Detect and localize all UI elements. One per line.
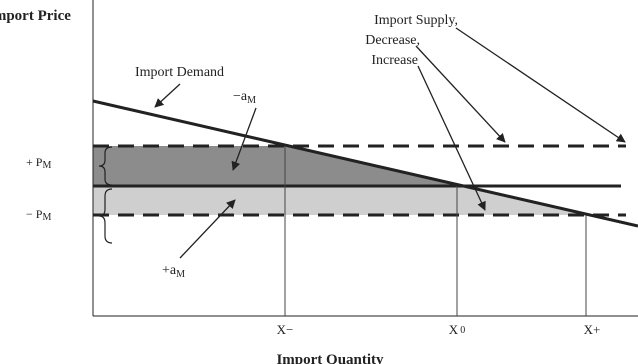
demand-label: Import Demand <box>135 65 224 80</box>
arrow <box>179 199 236 259</box>
sub: M <box>42 160 51 171</box>
base: X <box>449 322 459 337</box>
plus-a-label: +aM <box>162 263 185 280</box>
x-plus-label: X+ <box>584 322 601 337</box>
base: −a <box>233 89 248 104</box>
loss-area <box>93 146 464 186</box>
brace <box>98 188 113 244</box>
x-minus-label: X− <box>277 322 294 337</box>
supply-label: Decrease, <box>365 33 420 48</box>
plus-p-label: + PM <box>26 155 51 171</box>
supply-label: Increase <box>371 53 418 68</box>
base: − P <box>26 207 43 221</box>
arrow <box>455 27 626 143</box>
arrow <box>417 65 486 211</box>
sub: M <box>247 95 256 106</box>
brace <box>98 146 113 186</box>
x-axis-label: Import Quantity <box>276 352 384 364</box>
sub: M <box>42 212 51 223</box>
y-axis-label: Import Price <box>0 8 71 24</box>
minus-a-label: −aM <box>233 89 256 106</box>
minus-p-label: − PM <box>26 207 51 223</box>
base: + P <box>26 155 43 169</box>
demand-line <box>92 99 638 228</box>
gain-area <box>93 186 592 215</box>
sub: 0 <box>460 325 465 336</box>
base: +a <box>162 263 177 278</box>
arrow <box>154 83 181 108</box>
arrow <box>231 107 257 171</box>
sub: M <box>176 269 185 280</box>
arrow <box>415 45 506 143</box>
supply-label: Import Supply, <box>374 13 458 28</box>
